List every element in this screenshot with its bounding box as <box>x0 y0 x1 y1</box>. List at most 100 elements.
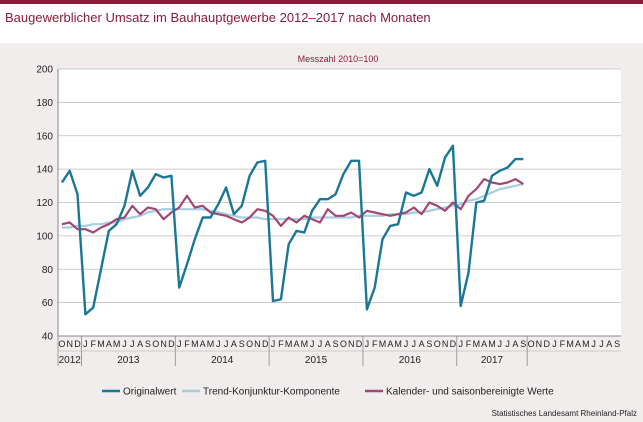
x-month-label: J <box>122 339 127 349</box>
x-month-label: D <box>356 339 363 349</box>
y-tick-label: 80 <box>42 265 54 276</box>
x-month-label: M <box>191 339 199 349</box>
x-month-label: S <box>333 339 339 349</box>
x-month-label: M <box>285 339 293 349</box>
x-month-label: F <box>466 339 472 349</box>
x-year-label: 2014 <box>211 355 234 366</box>
x-month-label: A <box>200 339 206 349</box>
x-month-label: M <box>582 339 590 349</box>
x-month-label: M <box>113 339 121 349</box>
x-month-label: A <box>512 339 518 349</box>
x-month-label: D <box>543 339 550 349</box>
x-month-label: J <box>365 339 370 349</box>
x-month-label: A <box>419 339 425 349</box>
x-month-label: O <box>246 339 253 349</box>
y-tick-label: 100 <box>36 231 53 242</box>
y-tick-label: 200 <box>36 65 53 76</box>
x-month-label: M <box>473 339 481 349</box>
x-month-label: J <box>404 339 409 349</box>
x-month-label: D <box>262 339 269 349</box>
x-month-label: O <box>340 339 347 349</box>
legend-label: Trend-Konjunktur-Komponente <box>203 387 340 398</box>
x-month-label: F <box>278 339 284 349</box>
x-month-label: A <box>325 339 331 349</box>
x-month-label: J <box>310 339 315 349</box>
x-month-label: J <box>177 339 182 349</box>
chart-subtitle: Messzahl 2010=100 <box>298 54 379 64</box>
y-tick-label: 180 <box>36 98 53 109</box>
x-month-label: J <box>552 339 557 349</box>
legend-label: Originalwert <box>123 387 177 398</box>
x-month-label: A <box>575 339 581 349</box>
x-month-label: M <box>566 339 574 349</box>
x-month-label: N <box>348 339 355 349</box>
y-tick-label: 60 <box>42 298 54 309</box>
x-month-label: A <box>106 339 112 349</box>
x-month-label: J <box>83 339 88 349</box>
x-year-label: 2015 <box>305 355 328 366</box>
x-year-label: 2013 <box>117 355 140 366</box>
x-month-label: S <box>426 339 432 349</box>
x-month-label: S <box>520 339 526 349</box>
x-month-label: M <box>394 339 402 349</box>
x-month-label: F <box>184 339 190 349</box>
x-month-label: A <box>606 339 612 349</box>
x-month-label: O <box>528 339 535 349</box>
x-month-label: F <box>372 339 378 349</box>
x-month-label: N <box>442 339 449 349</box>
x-year-label: 2017 <box>481 355 504 366</box>
series-line-2 <box>61 178 524 234</box>
x-year-label: 2012 <box>59 355 82 366</box>
x-month-label: J <box>130 339 135 349</box>
legend: Originalwert Trend-Konjunktur-Komponente K… <box>102 387 554 398</box>
x-month-label: J <box>412 339 417 349</box>
x-month-label: S <box>145 339 151 349</box>
x-month-label: D <box>168 339 175 349</box>
x-month-label: A <box>481 339 487 349</box>
chart-title: Baugewerblicher Umsatz im Bauhauptgewerb… <box>5 10 431 25</box>
x-month-label: N <box>66 339 73 349</box>
x-month-label: F <box>560 339 566 349</box>
y-tick-label: 140 <box>36 165 53 176</box>
x-month-label: A <box>387 339 393 349</box>
x-month-label: A <box>137 339 143 349</box>
x-month-label: O <box>58 339 65 349</box>
y-tick-label: 40 <box>42 332 54 343</box>
x-month-label: N <box>160 339 167 349</box>
x-month-label: J <box>458 339 463 349</box>
series-line-0 <box>60 144 524 316</box>
line-chart: Messzahl 2010=100 40 60 80 100 120 140 160 180 2… <box>36 54 621 398</box>
x-month-label: J <box>599 339 604 349</box>
x-month-label: J <box>505 339 510 349</box>
x-month-label: M <box>97 339 105 349</box>
x-month-label: O <box>152 339 159 349</box>
legend-label: Kalender- und saisonbereinigte Werte <box>386 387 554 398</box>
x-month-label: F <box>90 339 96 349</box>
x-month-label: J <box>498 339 503 349</box>
x-month-label: D <box>450 339 457 349</box>
x-month-label: D <box>74 339 81 349</box>
x-month-label: J <box>224 339 229 349</box>
source-note: Statistisches Landesamt Rheinland-Pfalz <box>491 409 637 418</box>
y-tick-label: 120 <box>36 198 53 209</box>
x-month-label: N <box>536 339 543 349</box>
x-month-label: M <box>207 339 215 349</box>
x-month-label: M <box>488 339 496 349</box>
x-month-label: J <box>591 339 596 349</box>
x-month-label: O <box>434 339 441 349</box>
x-month-label: J <box>271 339 276 349</box>
x-month-label: J <box>318 339 323 349</box>
grid-lines <box>58 68 621 337</box>
x-month-label: M <box>301 339 309 349</box>
x-month-label: S <box>239 339 245 349</box>
series-lines <box>60 144 524 316</box>
x-month-label: N <box>254 339 261 349</box>
top-accent-bar <box>0 0 643 4</box>
y-tick-label: 160 <box>36 131 53 142</box>
x-month-label: S <box>614 339 620 349</box>
x-year-label: 2016 <box>399 355 422 366</box>
x-month-label: M <box>379 339 387 349</box>
x-month-label: A <box>293 339 299 349</box>
x-month-label: A <box>231 339 237 349</box>
